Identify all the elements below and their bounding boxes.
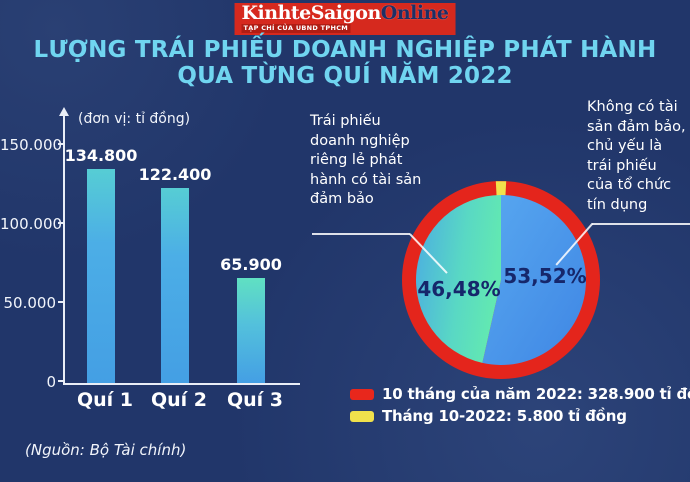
axis-unit-label: (đơn vị: tỉ đồng) [78, 111, 191, 127]
source-note: (Nguồn: Bộ Tài chính) [25, 441, 187, 459]
bar-q3: 65.900 [220, 255, 282, 383]
y-tick-mark [58, 301, 65, 303]
y-tick-150000: 150.000 [0, 136, 63, 154]
bar-q3-value: 65.900 [220, 255, 282, 275]
connector-right-horizontal [592, 223, 690, 225]
y-tick-mark [58, 380, 65, 382]
page-title: LƯỢNG TRÁI PHIẾU DOANH NGHIỆP PHÁT HÀNH … [0, 37, 690, 89]
y-tick-100000: 100.000 [0, 215, 63, 233]
x-axis-line [63, 383, 300, 385]
y-axis-arrow-icon [59, 107, 69, 116]
y-tick-mark [58, 222, 65, 224]
pie-slice-left [416, 195, 501, 363]
x-label-q3: Quí 3 [226, 389, 284, 411]
pie-percent-right: 53,52% [503, 264, 587, 288]
y-tick-mark [58, 143, 65, 145]
logo-tagline: TẠP CHÍ CỦA UBND TPHCM [241, 24, 351, 33]
bar-q2: 122.400 [139, 165, 211, 383]
annotation-left: Trái phiếu doanh nghiệp riêng lẻ phát hà… [310, 113, 422, 207]
annotation-right: Không có tài sản đảm bảo, chủ yếu là trá… [587, 99, 686, 213]
legend-label-red: 10 tháng của năm 2022: 328.900 tỉ đồng [382, 385, 690, 403]
bar-q1: 134.800 [65, 146, 137, 383]
title-line-1: LƯỢNG TRÁI PHIẾU DOANH NGHIỆP PHÁT HÀNH [33, 37, 657, 63]
legend-row-yellow: Tháng 10-2022: 5.800 tỉ đồng [350, 407, 627, 425]
y-tick-0: 0 [46, 373, 56, 391]
bar-q2-value: 122.400 [138, 165, 212, 185]
connector-left-horizontal [312, 233, 410, 235]
legend-swatch-red [350, 388, 374, 400]
bar-q1-value: 134.800 [64, 145, 138, 165]
logo-wordmark: KinhteSaigonOnline [242, 4, 449, 23]
y-tick-50000: 50.000 [3, 294, 57, 312]
pie-slice-right [482, 195, 587, 365]
y-axis-line [63, 116, 65, 384]
logo-main-text: KinhteSaigon [241, 2, 382, 24]
title-line-2: QUA TỪNG QUÍ NĂM 2022 [177, 63, 513, 89]
x-label-q1: Quí 1 [76, 389, 134, 411]
pie-percent-left: 46,48% [417, 277, 501, 301]
pie-chart-svg [402, 181, 600, 379]
logo-accent-text: Online [380, 2, 449, 24]
pie-chart [396, 175, 606, 385]
legend-swatch-yellow [350, 410, 374, 422]
x-label-q2: Quí 2 [150, 389, 208, 411]
publisher-logo: KinhteSaigonOnline TẠP CHÍ CỦA UBND TPHC… [234, 3, 456, 35]
legend-label-yellow: Tháng 10-2022: 5.800 tỉ đồng [382, 407, 627, 425]
legend-row-red: 10 tháng của năm 2022: 328.900 tỉ đồng ↓… [350, 385, 690, 403]
